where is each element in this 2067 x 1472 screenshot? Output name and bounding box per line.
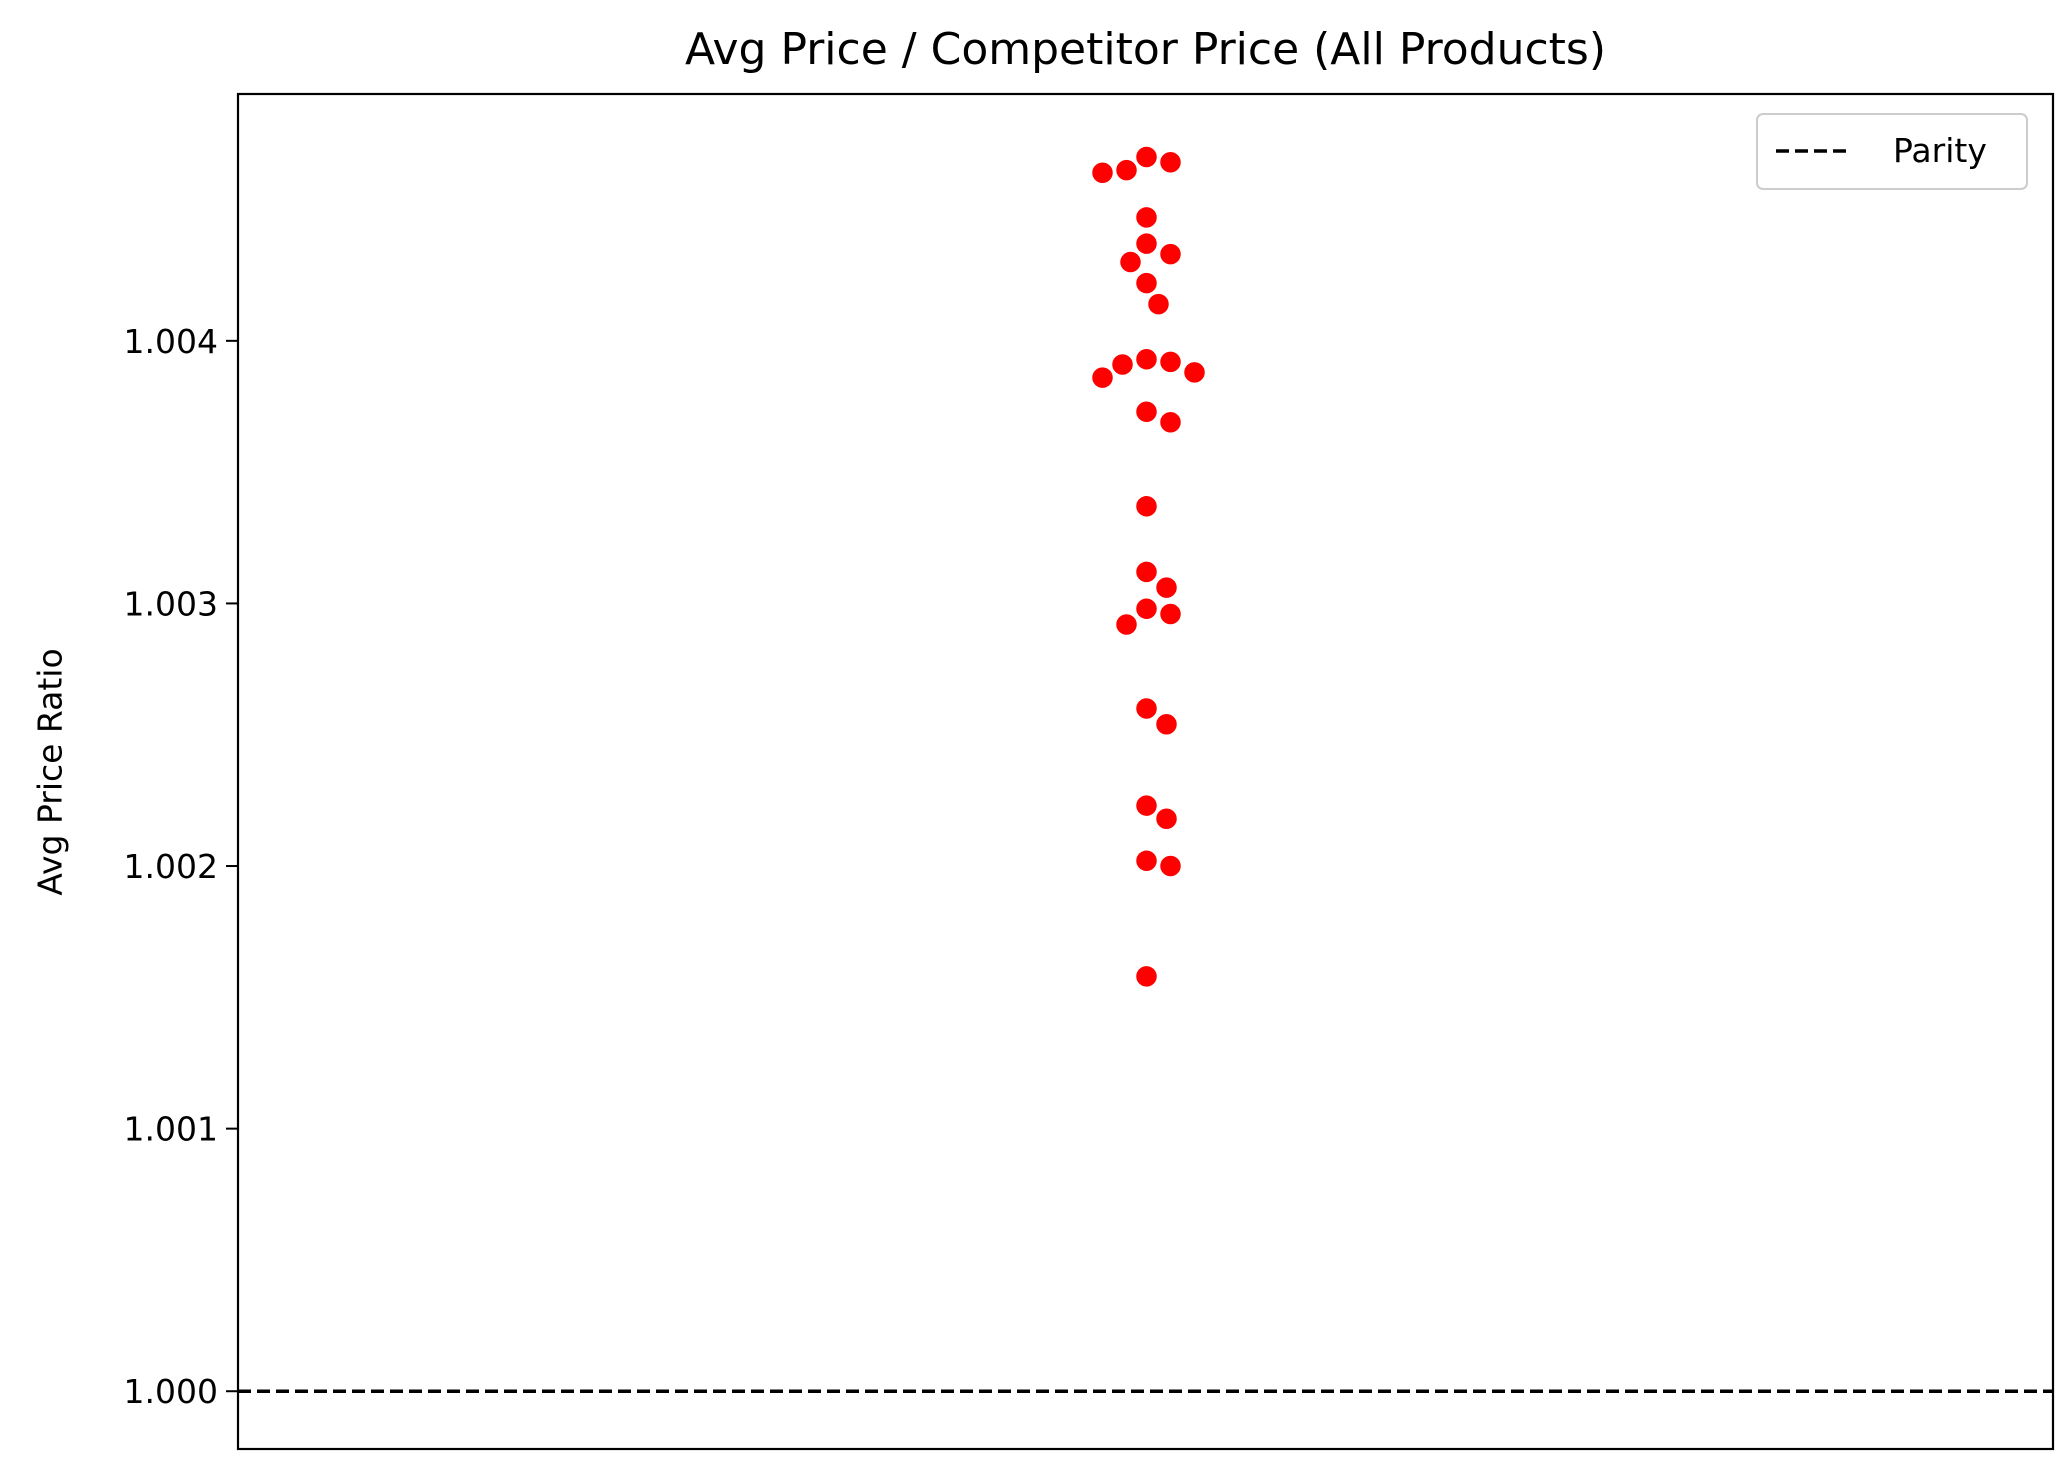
data-point <box>1134 849 1159 873</box>
data-point <box>1158 350 1183 374</box>
y-tick-label: 1.000 <box>124 1372 218 1411</box>
data-point <box>1134 231 1159 256</box>
data-point <box>1158 854 1183 878</box>
data-point <box>1090 365 1115 390</box>
data-point <box>1134 271 1159 295</box>
data-point <box>1182 360 1207 385</box>
data-point <box>1154 712 1179 736</box>
legend-parity-label: Parity <box>1893 131 1987 170</box>
data-point <box>1134 964 1159 989</box>
data-point <box>1114 158 1139 182</box>
data-point <box>1134 596 1159 621</box>
data-point <box>1158 242 1183 266</box>
data-point <box>1134 347 1159 371</box>
data-point <box>1134 793 1159 818</box>
data-point <box>1134 696 1159 721</box>
data-point <box>1134 205 1159 230</box>
data-point <box>1158 602 1183 626</box>
data-point <box>1154 807 1179 831</box>
data-point <box>1158 150 1183 175</box>
y-tick-label: 1.002 <box>124 847 218 886</box>
axes-frame <box>236 92 2055 1451</box>
data-point <box>1146 292 1171 316</box>
data-point <box>1114 612 1139 637</box>
y-tick-label: 1.001 <box>124 1110 218 1149</box>
data-point <box>1134 560 1159 584</box>
data-point <box>1110 352 1135 377</box>
legend: Parity <box>1756 113 2028 190</box>
data-point <box>1134 399 1159 424</box>
y-tick-label: 1.003 <box>124 584 218 623</box>
data-point <box>1090 161 1115 185</box>
data-point <box>1118 250 1143 274</box>
legend-box <box>1756 113 2028 190</box>
data-point <box>1134 145 1159 169</box>
data-point <box>1134 494 1159 519</box>
data-point <box>1158 410 1183 434</box>
y-tick-label: 1.004 <box>124 322 218 361</box>
data-point <box>1154 575 1179 600</box>
chart-title: Avg Price / Competitor Price (All Produc… <box>684 24 1606 75</box>
